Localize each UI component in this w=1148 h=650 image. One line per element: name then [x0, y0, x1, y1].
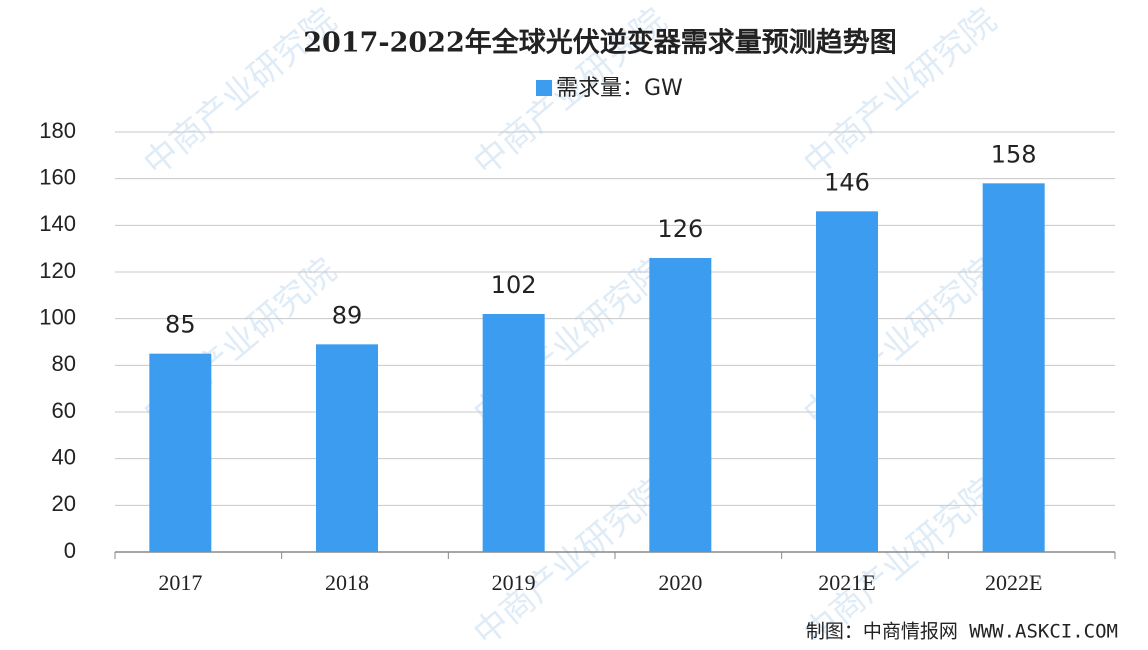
- y-tick-label: 0: [64, 538, 76, 563]
- bar: [649, 258, 712, 552]
- value-label: 126: [657, 215, 703, 243]
- value-label: 102: [491, 271, 537, 299]
- y-tick-label: 160: [39, 164, 76, 189]
- x-tick-label: 2018: [325, 570, 369, 595]
- source: 制图：中商情报网 WWW.ASKCI.COM: [806, 621, 1118, 643]
- value-label: 158: [991, 140, 1037, 168]
- x-tick-label: 2020: [658, 570, 702, 595]
- y-tick-label: 60: [52, 398, 76, 423]
- bar: [149, 353, 212, 552]
- y-tick-label: 40: [52, 444, 76, 469]
- x-tick-label: 2021E: [818, 570, 875, 595]
- y-tick-label: 140: [39, 211, 76, 236]
- chart-title: 2017-2022年全球光伏逆变器需求量预测趋势图: [303, 27, 897, 59]
- value-label: 89: [332, 301, 363, 329]
- value-label: 146: [824, 168, 870, 196]
- x-tick-label: 2022E: [985, 570, 1042, 595]
- legend-swatch: [536, 80, 552, 96]
- x-tick-label: 2019: [492, 570, 536, 595]
- bar: [316, 344, 378, 552]
- y-tick-label: 80: [52, 351, 76, 376]
- y-tick-label: 100: [39, 304, 76, 329]
- bar: [982, 183, 1045, 553]
- bar: [816, 211, 878, 553]
- legend-label: 需求量：GW: [556, 76, 683, 101]
- bar: [482, 314, 545, 552]
- value-label: 85: [165, 311, 196, 339]
- y-tick-label: 180: [39, 118, 76, 143]
- y-tick-label: 20: [52, 491, 76, 516]
- x-tick-label: 2017: [158, 570, 202, 595]
- y-tick-label: 120: [39, 258, 76, 283]
